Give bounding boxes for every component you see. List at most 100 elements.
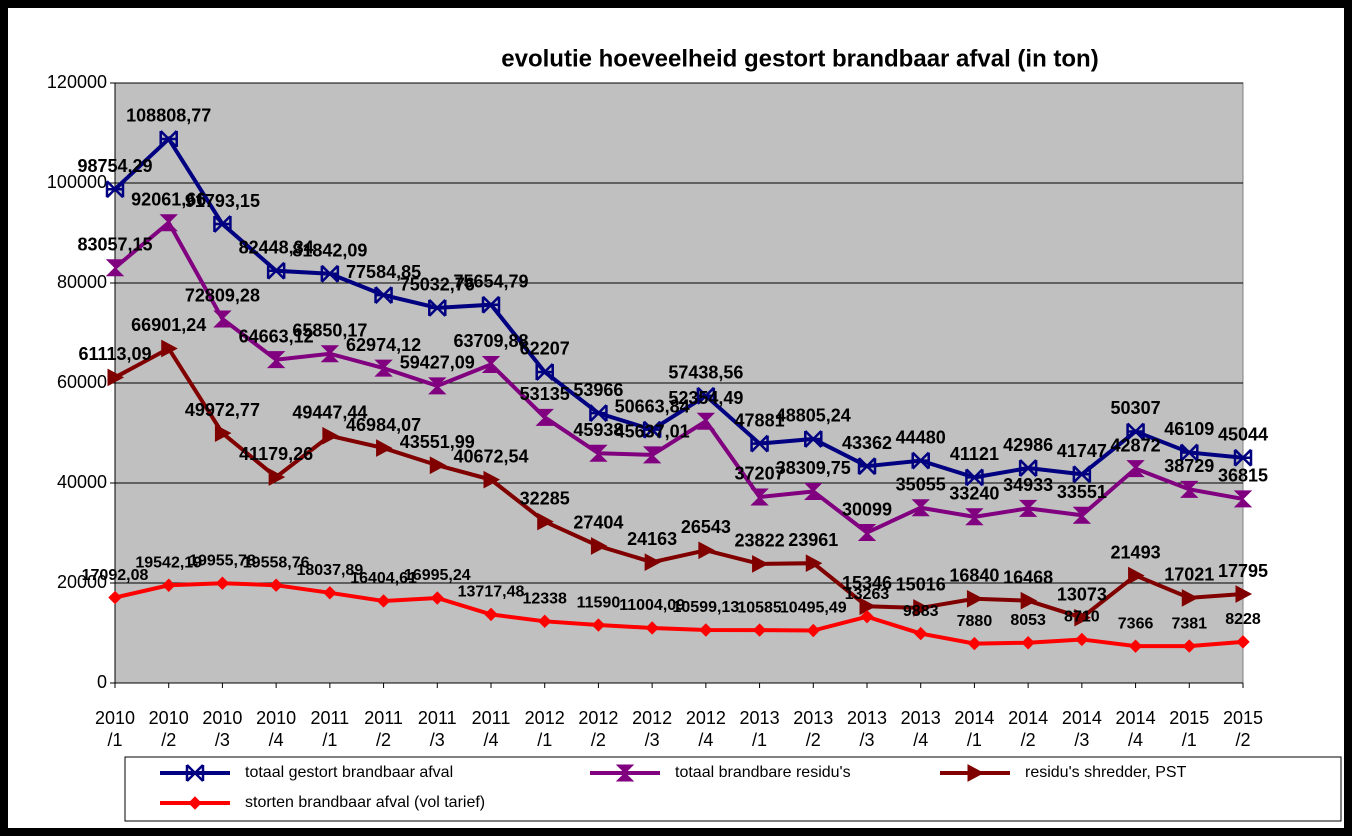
marker — [323, 586, 337, 600]
marker — [965, 508, 984, 526]
data-label: 19955,78 — [189, 552, 256, 569]
marker — [696, 386, 716, 405]
marker — [752, 555, 769, 573]
marker — [161, 339, 178, 358]
marker — [481, 295, 501, 314]
data-label: 27404 — [573, 513, 623, 533]
data-label: 23822 — [735, 531, 785, 551]
data-label: 23961 — [788, 530, 838, 550]
data-label: 9883 — [903, 603, 939, 620]
legend-label: totaal gestort brandbaar afval — [245, 764, 453, 781]
marker — [804, 482, 823, 500]
data-label: 40672,54 — [453, 446, 528, 466]
marker — [320, 345, 340, 363]
x-tick-label: 2012 /2 — [578, 708, 619, 750]
data-label: 11590 — [577, 594, 621, 611]
data-label: 35055 — [896, 474, 946, 494]
marker — [428, 298, 447, 317]
data-label: 72809,28 — [185, 286, 260, 306]
marker — [642, 446, 662, 464]
marker — [589, 444, 608, 462]
series-line — [114, 581, 1244, 649]
data-label: 48805,24 — [776, 406, 851, 426]
marker — [1075, 632, 1089, 647]
data-label: 26543 — [681, 517, 731, 537]
legend-marker — [185, 764, 205, 782]
legend-label: storten brandbaar afval (vol tarief) — [245, 794, 485, 811]
marker — [266, 351, 286, 369]
data-label: 16995,24 — [404, 567, 471, 584]
data-label: 49972,77 — [185, 400, 260, 420]
x-tick-label: 2013 /1 — [739, 708, 780, 750]
data-label: 47881 — [735, 410, 785, 430]
marker — [1020, 591, 1038, 610]
marker — [105, 180, 125, 199]
y-tick-label: 60000 — [57, 372, 107, 392]
data-label: 91793,15 — [185, 191, 260, 211]
marker — [376, 594, 391, 608]
data-label: 21493 — [1111, 542, 1161, 562]
marker — [1233, 448, 1253, 467]
marker — [644, 553, 662, 572]
x-tick-label: 2014 /3 — [1061, 708, 1102, 750]
data-label: 13717,48 — [458, 584, 525, 601]
marker — [589, 404, 608, 423]
y-tick-label: 40000 — [57, 472, 107, 492]
x-tick-label: 2013 /2 — [793, 708, 834, 750]
marker — [322, 426, 339, 445]
data-label: 43551,99 — [400, 432, 475, 452]
marker — [1180, 480, 1199, 498]
marker — [966, 589, 984, 608]
data-label: 66901,24 — [131, 315, 206, 335]
data-label: 41747 — [1057, 441, 1107, 461]
data-label: 49447,44 — [292, 403, 367, 423]
data-label: 8228 — [1225, 611, 1261, 628]
data-label: 61113,09 — [78, 344, 151, 364]
marker — [804, 430, 823, 448]
marker — [1181, 589, 1199, 607]
marker — [214, 424, 232, 442]
marker — [857, 457, 877, 476]
marker — [1126, 460, 1145, 478]
data-label: 46109 — [1164, 419, 1214, 439]
x-tick-label: 2010 /3 — [202, 708, 243, 750]
data-label: 16468 — [1003, 567, 1053, 587]
data-label: 34933 — [1003, 475, 1053, 495]
marker — [107, 368, 125, 387]
data-label: 13263 — [845, 586, 890, 603]
data-label: 7366 — [1118, 615, 1154, 632]
chart-frame: evolutie hoeveelheid gestort brandbaar a… — [8, 8, 1344, 828]
x-tick-label: 2011 /1 — [310, 708, 350, 750]
marker — [162, 578, 176, 592]
data-label: 36815 — [1218, 466, 1268, 486]
legend-label: totaal brandbare residu's — [675, 764, 851, 781]
marker — [269, 578, 283, 592]
y-tick-label: 120000 — [47, 72, 107, 92]
data-label: 108808,77 — [126, 106, 211, 126]
data-label: 19558,76 — [243, 554, 310, 571]
marker — [1182, 639, 1196, 653]
data-label: 15346 — [842, 573, 892, 593]
data-label: 16404,61 — [350, 570, 417, 587]
legend — [124, 756, 1342, 822]
x-tick-label: 2011 /4 — [471, 708, 511, 750]
data-label: 11004,09 — [619, 597, 685, 614]
y-tick-label: 20000 — [57, 572, 107, 592]
x-tick-label: 2015 /1 — [1169, 708, 1210, 750]
data-label: 37207 — [735, 464, 785, 484]
data-label: 92061,66 — [131, 189, 206, 209]
data-label: 7880 — [957, 613, 993, 630]
marker — [1128, 639, 1143, 653]
data-label: 43362 — [842, 433, 892, 453]
legend-marker — [188, 796, 202, 810]
marker — [967, 636, 982, 651]
marker — [857, 524, 877, 542]
marker — [1235, 585, 1253, 603]
data-label: 41121 — [950, 444, 999, 464]
marker — [699, 623, 713, 637]
marker — [645, 621, 659, 635]
marker — [213, 310, 232, 328]
data-label: 64663,12 — [239, 326, 314, 346]
data-label: 75032,76 — [400, 275, 475, 295]
marker — [752, 623, 767, 637]
